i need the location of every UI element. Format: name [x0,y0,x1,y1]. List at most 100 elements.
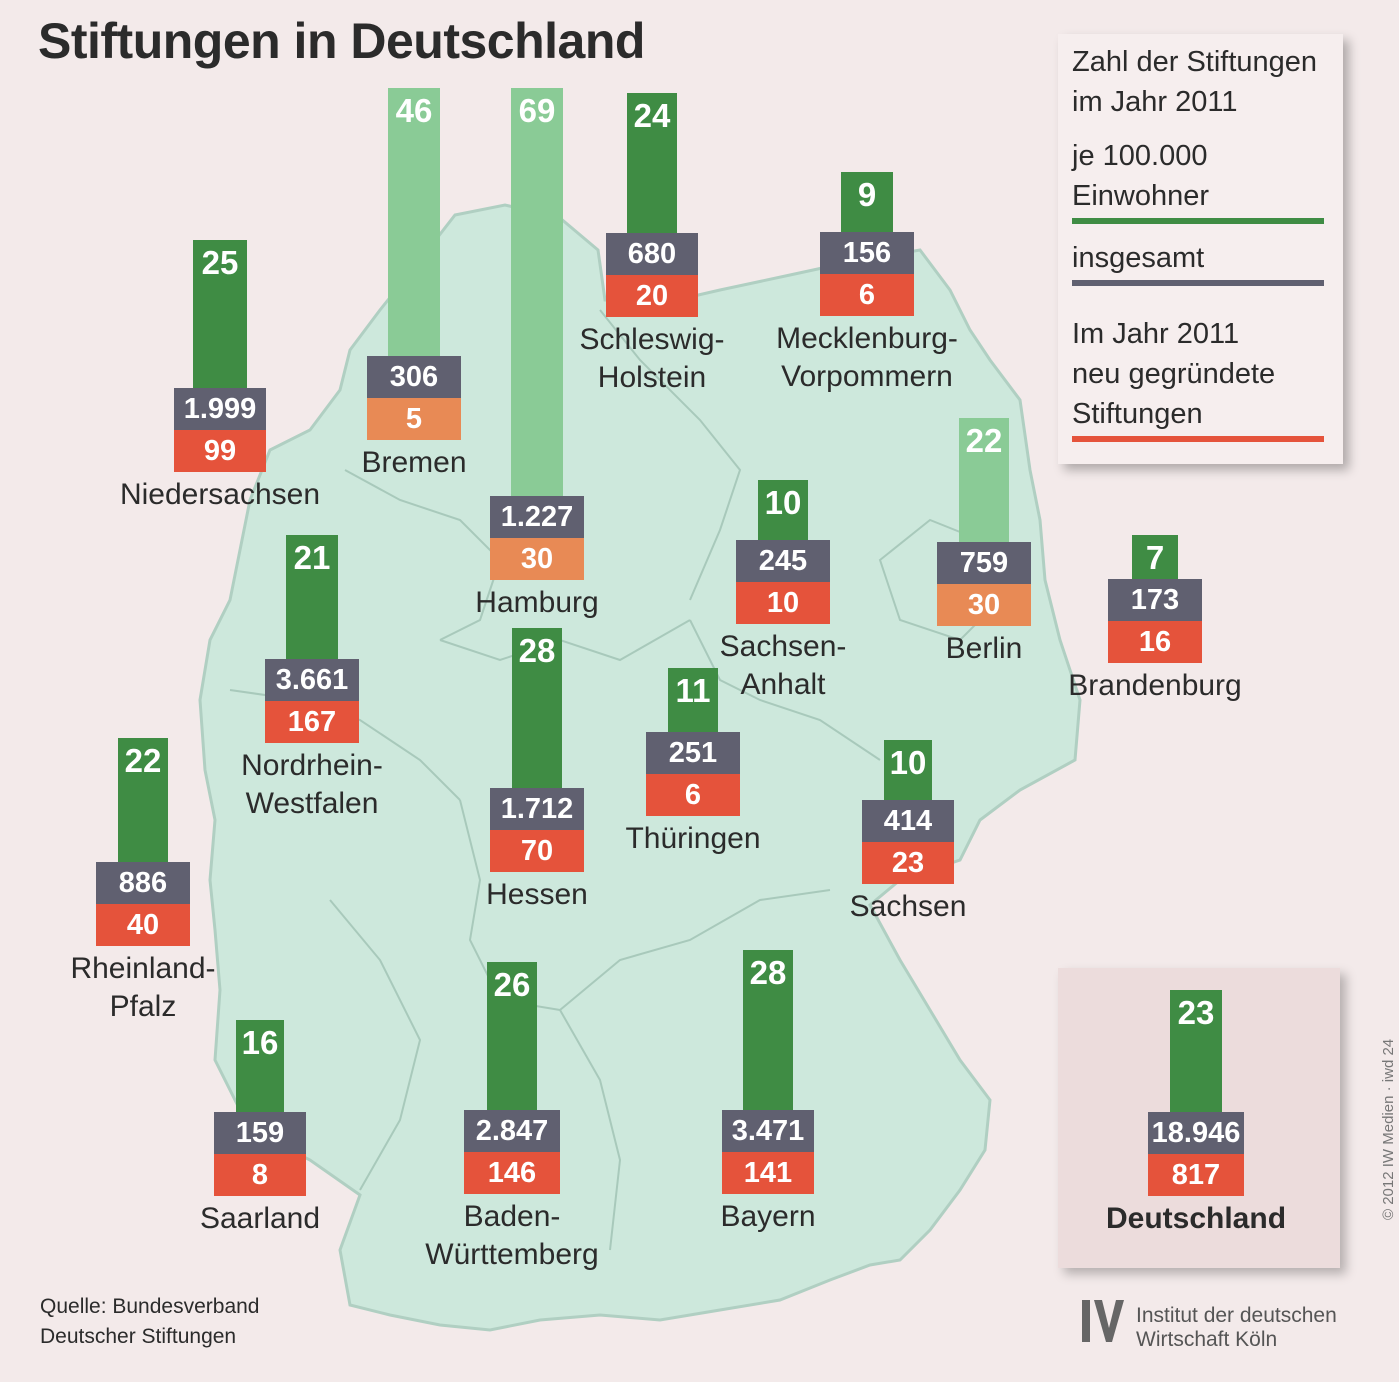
new-foundations-value: 8 [214,1154,306,1196]
total-value: 3.471 [722,1110,814,1152]
legend-total: insgesamt [1072,242,1205,274]
state-label: Hamburg [427,584,647,622]
legend-heading-line2: im Jahr 2011 [1072,86,1238,118]
per-capita-bar: 9 [841,172,893,242]
new-foundations-value: 10 [736,582,830,624]
per-capita-bar: 10 [884,740,932,810]
state-label-line1: Thüringen [625,822,761,855]
legend-new-line3: Stiftungen [1072,398,1203,430]
state-label: Hessen [427,876,647,914]
state-label-line1: Berlin [945,632,1023,665]
state-label-line1: Baden- [463,1200,561,1233]
new-foundations-value: 70 [490,830,584,872]
new-foundations-value: 99 [174,430,266,472]
state-label: Niedersachsen [110,476,330,514]
copyright-note: © 2012 IW Medien · iwd 24 [1380,1038,1397,1220]
state-label-line1: Bremen [361,446,467,479]
new-foundations-value: 16 [1108,621,1202,663]
legend-new-line2: neu gegründete [1072,358,1276,390]
state-label-line1: Mecklenburg- [776,322,958,355]
new-foundations-value: 167 [265,701,359,743]
total-value: 156 [820,232,914,274]
page-title: Stiftungen in Deutschland [38,13,645,69]
publisher-line2: Wirtschaft Köln [1136,1328,1278,1351]
state-label-line1: Hessen [486,878,588,911]
state-label-line1: Rheinland- [70,952,216,985]
state-label-line2: Anhalt [740,668,826,701]
new-foundations-value: 23 [862,842,954,884]
state-label-line1: Sachsen [849,890,967,923]
germany-label: Deutschland [1105,1202,1287,1235]
state-label: Berlin [874,630,1094,668]
legend-per-capita-swatch [1072,218,1324,224]
new-foundations-value: 5 [367,398,461,440]
state-label-line2: Westfalen [245,787,379,820]
total-value: 680 [606,233,698,275]
total-value: 251 [646,732,740,774]
total-value: 1.227 [490,496,584,538]
per-capita-bar: 10 [758,480,808,550]
new-foundations-value: 141 [722,1152,814,1194]
total-value: 3.661 [265,659,359,701]
source-line2: Deutscher Stiftungen [40,1325,237,1348]
state-label: Sachsen [798,888,1018,926]
state-label: Thüringen [583,820,803,858]
germany-per-capita-bar: 23 [1170,990,1222,1122]
legend-new-line1: Im Jahr 2011 [1072,318,1240,350]
iw-logo-icon [1082,1300,1124,1342]
publisher-logo-text: Institut der deutschen Wirtschaft Köln [1136,1304,1337,1352]
state-label: Sachsen- Anhalt [673,628,893,704]
total-value: 1.712 [490,788,584,830]
state-label-line1: Nordrhein- [241,749,383,782]
germany-new-value: 817 [1148,1154,1244,1196]
total-value: 759 [937,542,1031,584]
state-label-line2: Württemberg [425,1238,599,1271]
state-label-line1: Bayern [720,1200,816,1233]
per-capita-bar: 28 [743,950,793,1120]
total-value: 886 [96,862,190,904]
state-label-line1: Brandenburg [1068,669,1242,702]
publisher-line1: Institut der deutschen [1136,1304,1337,1327]
per-capita-bar: 28 [512,628,562,798]
total-value: 173 [1108,579,1202,621]
new-foundations-value: 30 [490,538,584,580]
state-label-line2: Holstein [597,361,707,394]
per-capita-bar: 22 [118,738,168,872]
state-label-line1: Schleswig- [579,323,725,356]
new-foundations-value: 30 [937,584,1031,626]
total-value: 2.847 [464,1110,560,1152]
per-capita-bar: 26 [487,962,537,1120]
total-value: 414 [862,800,954,842]
new-foundations-value: 6 [820,274,914,316]
total-value: 1.999 [174,388,266,430]
source-line1: Quelle: Bundesverband [40,1295,260,1318]
per-capita-bar: 11 [668,668,718,742]
per-capita-bar: 46 [388,88,440,366]
new-foundations-value: 40 [96,904,190,946]
state-label-line1: Saarland [199,1202,321,1235]
total-value: 159 [214,1112,306,1154]
germany-outline [198,203,1082,1332]
legend-per-capita-line2: Einwohner [1072,180,1210,212]
per-capita-bar: 24 [627,93,677,243]
source-note: Quelle: Bundesverband Deutscher Stiftung… [40,1292,260,1352]
state-label-line1: Niedersachsen [119,478,321,511]
state-label: Saarland [150,1200,370,1238]
new-foundations-value: 6 [646,774,740,816]
state-label-line1: Sachsen- [719,630,847,663]
legend-heading-line1: Zahl der Stiftungen [1072,46,1318,78]
state-label-line2: Pfalz [109,990,177,1023]
new-foundations-value: 20 [606,275,698,317]
total-value: 245 [736,540,830,582]
state-label: Bremen [304,444,524,482]
legend-new-swatch [1072,436,1324,442]
total-value: 306 [367,356,461,398]
legend: Zahl der Stiftungen im Jahr 2011 je 100.… [1058,34,1343,464]
per-capita-bar: 21 [286,535,338,669]
state-label: Rheinland- Pfalz [33,950,253,1026]
state-label-line1: Hamburg [475,586,599,619]
state-label: Brandenburg [1045,667,1265,705]
germany-total-value: 18.946 [1148,1112,1244,1154]
state-label: Schleswig- Holstein [542,321,762,397]
per-capita-bar: 69 [511,88,563,506]
